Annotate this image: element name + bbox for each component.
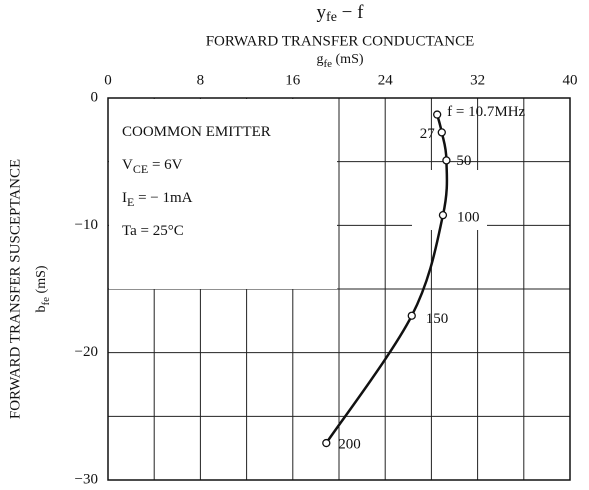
panel (412, 170, 487, 230)
y-tick-label: −10 (75, 217, 98, 233)
x-tick-label: 8 (197, 72, 205, 88)
point-label: 150 (426, 311, 449, 327)
x-tick-label: 24 (378, 72, 394, 88)
annotation: VCE = 6V (122, 157, 183, 175)
y-tick-label: −20 (75, 344, 98, 360)
point (438, 210, 448, 220)
point (433, 110, 442, 119)
chart-subtitle: FORWARD TRANSFER CONDUCTANCE (206, 33, 475, 49)
annotation-panel (109, 99, 337, 289)
annotation-sub: CE (133, 162, 148, 176)
point (407, 311, 416, 320)
x-tick-label: 32 (470, 72, 485, 88)
point-label: 100 (457, 210, 480, 226)
point (442, 156, 451, 165)
x-tick-label: 40 (563, 72, 578, 88)
annotation-part: I (122, 190, 127, 206)
y-axis-unit: bfe (mS) (34, 265, 51, 312)
annotation: COOMMON EMITTER (122, 124, 271, 140)
point-label: 50 (456, 153, 471, 169)
x-tick-label: 16 (285, 72, 301, 88)
curve (325, 114, 449, 444)
annotation-sub: E (127, 195, 134, 209)
annotation-part: = 6V (148, 157, 182, 173)
point-label: 200 (338, 437, 361, 453)
point-label: 27 (420, 126, 436, 142)
chart-title: yfe − f (317, 2, 365, 25)
annotation-part: Ta = 25°C (122, 223, 184, 239)
annotation: IE = − 1mA (122, 190, 193, 208)
annotation: Ta = 25°C (122, 223, 184, 239)
x-axis-label: gfe (mS) (316, 52, 363, 69)
plot-frame (107, 97, 571, 481)
point (322, 438, 331, 448)
point (437, 128, 446, 137)
y-axis-label: FORWARD TRANSFER SUSCEPTANCE (7, 159, 23, 419)
y-tick-label: −30 (75, 471, 98, 487)
annotation-part: = − 1mA (134, 190, 192, 206)
x-tick-label: 0 (104, 72, 112, 88)
annotation-part: COOMMON EMITTER (122, 124, 271, 140)
annotation-part: V (122, 157, 133, 173)
point-label: f = 10.7MHz (447, 104, 525, 120)
y-tick-label: 0 (91, 89, 99, 105)
